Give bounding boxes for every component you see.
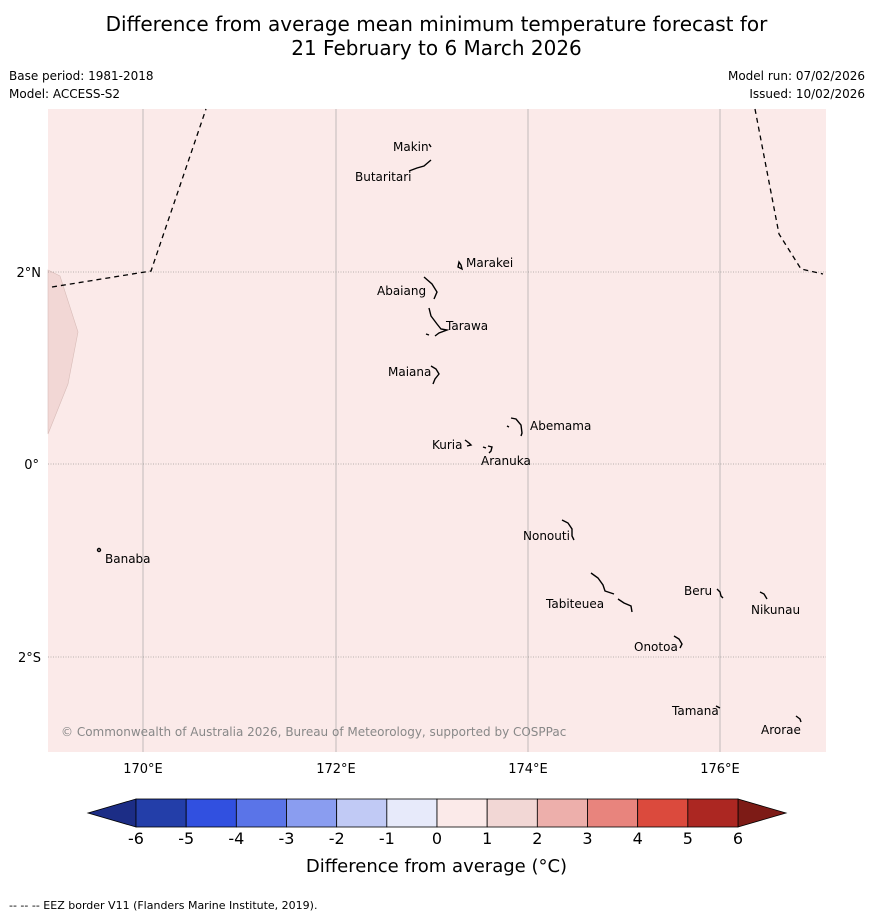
colorbar-bin [135, 798, 187, 828]
place-labels: Makin Butaritari Marakei Abaiang Tarawa … [105, 140, 801, 737]
title-line-2: 21 February to 6 March 2026 [291, 36, 582, 60]
eez-footnote: -- -- -- EEZ border V11 (Flanders Marine… [9, 899, 318, 912]
island-marakei [457, 260, 464, 271]
eez-border-east [754, 108, 824, 275]
island-nikunau [759, 591, 768, 600]
colorbar-title: Difference from average (°C) [305, 856, 568, 877]
metadata-right: Model run: 07/02/2026 Issued: 10/02/2026 [728, 67, 865, 103]
colorbar-bin [185, 798, 237, 828]
lat-label-2n: 2°N [17, 266, 42, 281]
model-text: Model: ACCESS-S2 [9, 87, 121, 101]
colorbar-tick-label: -3 [279, 829, 295, 848]
gridlines [142, 109, 721, 752]
lat-label-0: 0° [24, 458, 39, 473]
colorbar: -6 -5 -4 -3 -2 -1 0 1 2 3 4 5 6 [86, 798, 788, 848]
eez-borders [51, 108, 824, 288]
label-banaba: Banaba [105, 552, 151, 566]
label-kuria: Kuria [432, 438, 463, 452]
lon-label-170e: 170°E [123, 762, 163, 777]
island-arorae [795, 715, 802, 723]
colorbar-tick-label: 2 [532, 829, 542, 848]
island-nonouti [561, 519, 575, 541]
island-abemama [506, 417, 523, 437]
colorbar-over-arrow [737, 798, 788, 828]
label-onotoa: Onotoa [634, 640, 678, 654]
model-run-text: Model run: 07/02/2026 [727, 69, 865, 83]
colorbar-tick-label: -5 [178, 829, 194, 848]
colorbar-tick-label: 4 [633, 829, 643, 848]
colorbar-tick-label: 5 [683, 829, 693, 848]
island-tarawa [425, 307, 450, 337]
label-nikunau: Nikunau [751, 603, 800, 617]
island-makin [428, 143, 432, 148]
title-line-1: Difference from average mean minimum tem… [105, 12, 768, 36]
label-makin: Makin [393, 140, 429, 154]
island-butaritari [408, 159, 432, 172]
island-tabiteuea [590, 572, 633, 613]
parallels [48, 271, 826, 658]
issued-text: Issued: 10/02/2026 [749, 87, 865, 101]
lon-label-176e: 176°E [700, 762, 740, 777]
island-onotoa [673, 635, 683, 649]
lon-label-172e: 172°E [316, 762, 356, 777]
colorbar-under-arrow [86, 798, 137, 828]
metadata-left: Base period: 1981-2018 Model: ACCESS-S2 [9, 67, 154, 103]
label-abaiang: Abaiang [377, 284, 426, 298]
island-aranuka [482, 445, 493, 454]
axis-labels: 170°E 172°E 174°E 176°E 2°N 0° 2°S [17, 266, 740, 777]
label-tabiteuea: Tabiteuea [545, 597, 604, 611]
colorbar-bin [386, 798, 438, 828]
lat-label-2s: 2°S [18, 651, 41, 666]
label-nonouti: Nonouti [523, 529, 570, 543]
colorbar-tick-label: -4 [228, 829, 244, 848]
colorbar-bin [286, 798, 338, 828]
colorbar-bin [536, 798, 588, 828]
colorbar-bin [235, 798, 287, 828]
label-butaritari: Butaritari [355, 170, 412, 184]
island-tamana [715, 705, 721, 709]
colorbar-tick-label: 6 [733, 829, 743, 848]
colorbar-bin [486, 798, 538, 828]
islands [96, 143, 802, 723]
island-abaiang [423, 276, 438, 300]
lon-label-174e: 174°E [508, 762, 548, 777]
colorbar-tick-label: 0 [432, 829, 442, 848]
island-maiana [430, 365, 440, 385]
copyright-text: © Commonwealth of Australia 2026, Bureau… [61, 725, 566, 739]
label-beru: Beru [684, 584, 712, 598]
label-tamana: Tamana [671, 704, 719, 718]
colorbar-tick-label: -1 [379, 829, 395, 848]
colorbar-bin [436, 798, 488, 828]
colorbar-bin [587, 798, 639, 828]
colorbar-tick-label: 3 [582, 829, 592, 848]
colorbar-tick-label: -2 [329, 829, 345, 848]
label-aranuka: Aranuka [481, 454, 531, 468]
label-abemama: Abemama [530, 419, 591, 433]
island-banaba [96, 547, 102, 553]
map-title: Difference from average mean minimum tem… [0, 12, 873, 60]
map-background [48, 109, 826, 752]
colorbar-tick-label: -6 [128, 829, 144, 848]
neighbor-region [47, 269, 79, 435]
colorbar-tick-label: 1 [482, 829, 492, 848]
label-tarawa: Tarawa [445, 319, 488, 333]
colorbar-bin [637, 798, 689, 828]
colorbar-bin [336, 798, 388, 828]
colorbar-bin [687, 798, 739, 828]
island-beru [716, 588, 724, 599]
label-marakei: Marakei [466, 256, 513, 270]
base-period-text: Base period: 1981-2018 [9, 69, 154, 83]
label-maiana: Maiana [388, 365, 431, 379]
label-arorae: Arorae [761, 723, 801, 737]
island-kuria [464, 439, 473, 447]
eez-border-west [51, 108, 207, 288]
